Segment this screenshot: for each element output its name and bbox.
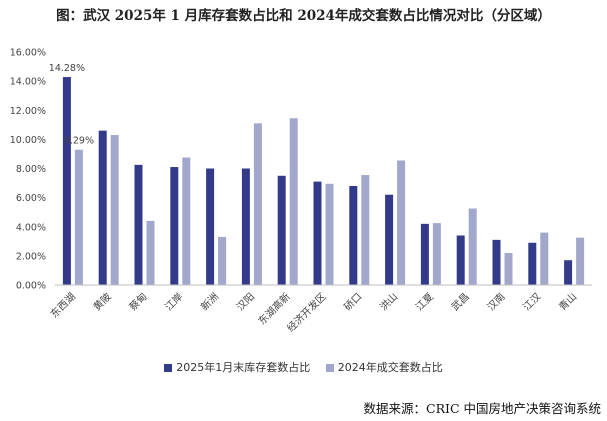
x-tick-label: 黄陂 (90, 290, 113, 313)
bar-transactions-10 (432, 223, 441, 285)
legend: 2025年1月末库存套数占比 2024年成交套数占比 (0, 359, 607, 375)
bar-transactions-1 (110, 135, 119, 285)
legend-swatch-inventory (164, 364, 173, 372)
bar-inventory-11 (456, 235, 465, 285)
legend-item-transactions: 2024年成交套数占比 (325, 359, 443, 375)
bar-inventory-5 (241, 168, 250, 285)
bar-transactions-9 (397, 160, 406, 285)
bar-inventory-8 (349, 185, 358, 285)
x-tick-label: 汉阳 (234, 291, 257, 314)
bar-inventory-10 (420, 223, 429, 285)
bar-inventory-1 (98, 130, 107, 285)
bar-transactions-13 (540, 232, 549, 285)
data-label: 9.29% (64, 136, 94, 147)
bar-transactions-8 (361, 175, 370, 285)
y-tick-label: 10.00% (10, 135, 46, 146)
y-tick-label: 12.00% (10, 106, 46, 117)
bar-inventory-14 (564, 260, 573, 285)
bar-transactions-0 (74, 149, 83, 285)
legend-swatch-transactions (325, 364, 334, 372)
bar-inventory-4 (206, 168, 215, 285)
y-tick-label: 8.00% (16, 164, 46, 175)
bar-transactions-5 (253, 123, 262, 285)
x-tick-label: 经济开发区 (284, 290, 329, 335)
x-tick-label: 东西湖 (48, 290, 78, 320)
bar-inventory-7 (313, 181, 322, 285)
bar-inventory-12 (492, 239, 501, 285)
y-tick-label: 2.00% (16, 251, 46, 262)
x-tick-label: 硚口 (342, 291, 365, 314)
x-tick-label: 武昌 (448, 290, 471, 313)
x-tick-label: 汉南 (484, 290, 507, 313)
y-tick-label: 4.00% (16, 222, 46, 233)
data-labels: 14.28% 9.29% (49, 63, 94, 147)
x-tick-label: 新洲 (198, 290, 221, 313)
x-tick-label: 蔡甸 (126, 290, 149, 313)
legend-label-inventory: 2025年1月末库存套数占比 (176, 361, 311, 374)
legend-item-inventory: 2025年1月末库存套数占比 (164, 359, 310, 375)
x-tick-label: 东湖高新 (255, 290, 292, 327)
data-label: 14.28% (49, 63, 85, 74)
x-tick-label: 江岸 (163, 291, 186, 314)
y-tick-label: 16.00% (10, 48, 46, 59)
bar-inventory-2 (134, 164, 143, 285)
source-note: 数据来源：CRIC 中国房地产决策咨询系统 (363, 401, 601, 416)
bar-transactions-2 (146, 220, 155, 285)
bar-transactions-6 (289, 118, 298, 286)
y-axis: 0.00% 2.00% 4.00% 6.00% 8.00% 10.00% 12.00% 14.… (10, 48, 46, 292)
y-tick-label: 6.00% (16, 193, 46, 204)
legend-label-transactions: 2024年成交套数占比 (337, 361, 443, 374)
bar-transactions-7 (325, 183, 334, 285)
x-tick-label: 洪山 (378, 291, 401, 314)
bar-transactions-11 (468, 208, 477, 285)
chart-title: 图：武汉 2025年 1 月库存套数占比和 2024年成交套数占比情况对比（分区… (56, 8, 551, 24)
y-tick-label: 0.00% (16, 281, 46, 292)
x-tick-label: 江夏 (413, 291, 436, 314)
bar-inventory-3 (170, 167, 179, 285)
x-tick-label: 青山 (556, 290, 579, 313)
bar-inventory-9 (385, 194, 394, 285)
bar-inventory-6 (277, 175, 286, 285)
bar-transactions-4 (218, 236, 227, 285)
bar-transactions-14 (576, 237, 585, 285)
y-tick-label: 14.00% (10, 77, 46, 88)
bar-transactions-3 (182, 157, 191, 285)
x-tick-label: 江汉 (521, 291, 544, 314)
bar-transactions-12 (504, 252, 513, 285)
bar-inventory-13 (528, 242, 537, 285)
bars (62, 77, 585, 286)
bar-inventory-0 (62, 77, 71, 285)
